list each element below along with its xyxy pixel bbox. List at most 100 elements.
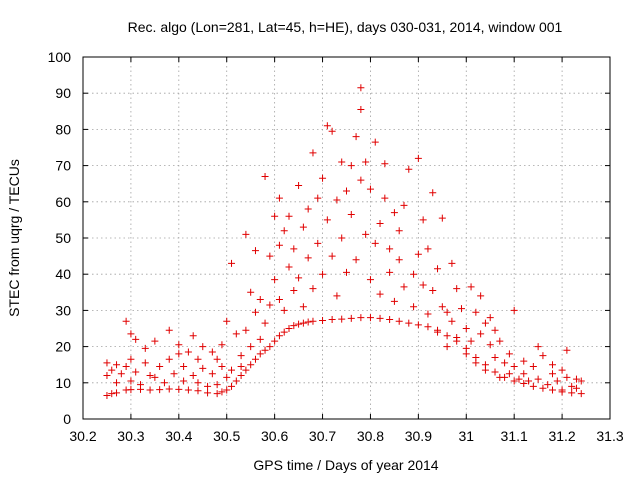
data-point bbox=[319, 174, 327, 182]
data-point bbox=[228, 366, 236, 374]
data-point bbox=[419, 216, 427, 224]
data-point bbox=[539, 384, 547, 392]
data-point bbox=[486, 314, 494, 322]
data-point bbox=[343, 187, 350, 195]
data-point bbox=[534, 343, 542, 351]
data-point bbox=[510, 363, 518, 371]
data-point bbox=[572, 375, 580, 383]
data-point bbox=[237, 363, 245, 371]
data-point bbox=[127, 377, 135, 385]
data-point bbox=[362, 230, 370, 238]
data-point bbox=[491, 368, 499, 376]
data-point bbox=[343, 268, 350, 276]
data-point bbox=[410, 303, 418, 311]
data-point bbox=[309, 317, 317, 325]
data-point bbox=[457, 305, 465, 313]
data-point bbox=[520, 370, 528, 378]
data-point bbox=[563, 346, 571, 354]
data-point bbox=[295, 274, 303, 282]
data-point bbox=[228, 259, 236, 267]
data-point bbox=[304, 205, 312, 213]
data-point bbox=[558, 386, 566, 394]
data-point bbox=[477, 292, 485, 300]
data-point bbox=[290, 245, 298, 253]
data-point bbox=[165, 326, 173, 334]
data-point bbox=[208, 370, 216, 378]
data-point bbox=[453, 285, 461, 293]
data-point bbox=[438, 214, 446, 222]
data-point bbox=[443, 332, 451, 340]
data-point bbox=[113, 389, 121, 397]
data-point bbox=[213, 355, 221, 363]
data-point bbox=[323, 122, 331, 130]
data-point bbox=[319, 317, 327, 325]
data-point bbox=[314, 194, 322, 202]
data-point bbox=[218, 341, 226, 349]
data-point bbox=[132, 335, 140, 343]
data-point bbox=[285, 325, 293, 332]
data-point bbox=[194, 355, 202, 363]
data-point bbox=[251, 247, 259, 255]
data-point bbox=[103, 359, 111, 367]
data-point bbox=[496, 373, 504, 381]
data-point bbox=[386, 315, 394, 323]
data-point bbox=[328, 315, 336, 323]
data-point bbox=[501, 359, 509, 367]
data-point bbox=[577, 377, 585, 385]
data-point bbox=[414, 250, 422, 258]
data-point bbox=[180, 363, 188, 371]
data-point bbox=[419, 281, 427, 289]
axis-ticks bbox=[82, 56, 611, 420]
data-point bbox=[275, 296, 283, 304]
data-point bbox=[434, 265, 442, 273]
data-point bbox=[491, 326, 499, 334]
data-point bbox=[390, 297, 398, 305]
data-point bbox=[338, 158, 346, 166]
data-point bbox=[510, 377, 518, 385]
plot-frame bbox=[82, 56, 611, 420]
data-point bbox=[175, 341, 183, 349]
data-point bbox=[520, 380, 528, 388]
data-point bbox=[410, 270, 418, 278]
data-point bbox=[323, 216, 331, 224]
x-tick-label: 30.4 bbox=[165, 428, 192, 444]
data-point bbox=[467, 337, 475, 345]
data-point bbox=[280, 306, 288, 314]
data-point bbox=[424, 245, 432, 253]
data-point bbox=[299, 303, 307, 311]
data-point bbox=[237, 352, 245, 360]
data-point bbox=[208, 348, 216, 356]
data-points bbox=[103, 84, 585, 399]
data-point bbox=[247, 288, 255, 296]
y-tick-label: 0 bbox=[63, 411, 71, 427]
data-point bbox=[448, 259, 456, 267]
data-point bbox=[271, 276, 279, 284]
data-point bbox=[477, 330, 485, 338]
data-point bbox=[577, 390, 585, 398]
data-point bbox=[386, 245, 394, 253]
data-point bbox=[376, 290, 384, 298]
data-point bbox=[328, 252, 336, 260]
data-point bbox=[151, 373, 159, 381]
data-point bbox=[405, 319, 413, 327]
data-point bbox=[113, 361, 121, 369]
data-point bbox=[132, 368, 140, 376]
data-point bbox=[366, 185, 374, 193]
data-point bbox=[204, 382, 212, 390]
data-point bbox=[481, 319, 489, 327]
data-point bbox=[218, 388, 226, 396]
data-point bbox=[237, 372, 245, 380]
data-point bbox=[280, 328, 288, 336]
data-point bbox=[156, 386, 164, 394]
data-point bbox=[558, 366, 566, 374]
data-point bbox=[290, 286, 298, 294]
data-point bbox=[472, 308, 480, 316]
data-point bbox=[256, 296, 264, 304]
data-point bbox=[180, 377, 188, 385]
x-tick-label: 30.8 bbox=[357, 428, 384, 444]
data-point bbox=[223, 373, 231, 381]
grid-lines bbox=[83, 57, 610, 419]
y-tick-label: 90 bbox=[55, 85, 71, 101]
y-tick-label: 60 bbox=[55, 194, 71, 210]
